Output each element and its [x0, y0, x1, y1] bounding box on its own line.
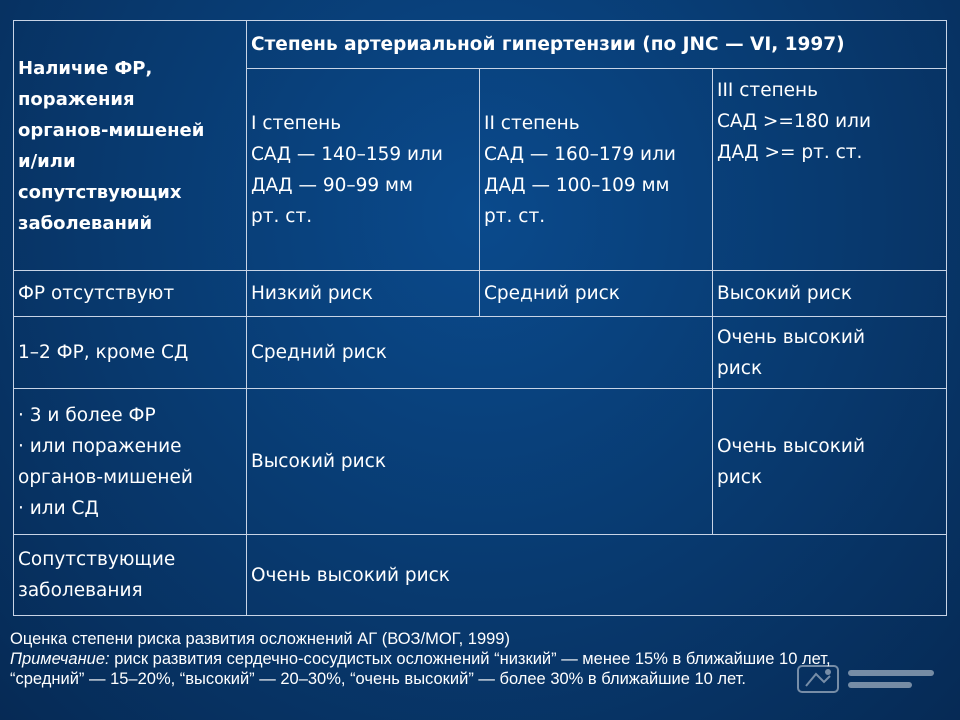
- row-label-comorbidities: Сопутствующие заболевания: [13, 534, 247, 616]
- grade-3-cell: III степень САД >=180 или ДАД >= рт. ст.: [712, 68, 947, 271]
- row-label-1-2-risk-factors: 1–2 ФР, кроме СД: [13, 316, 247, 389]
- risk-cell: Очень высокий риск: [246, 534, 947, 616]
- risk-table: Наличие ФР, поражения органов-мишеней и/…: [13, 20, 947, 616]
- header-hypertension-grade: Степень артериальной гипертензии (по JNC…: [246, 20, 947, 69]
- caption-note: Примечание: риск развития сердечно-сосуд…: [10, 649, 950, 669]
- row-label-3-plus-risk-factors: · 3 и более ФР · или поражение органов-м…: [13, 388, 247, 535]
- note-label: Примечание:: [10, 650, 110, 668]
- grade-2-cell: II степень САД — 160–179 или ДАД — 100–1…: [479, 68, 713, 271]
- risk-cell: Средний риск: [479, 270, 713, 317]
- risk-table-container: Наличие ФР, поражения органов-мишеней и/…: [13, 20, 947, 616]
- caption: Оценка степени риска развития осложнений…: [10, 629, 950, 689]
- risk-cell: Высокий риск: [712, 270, 947, 317]
- risk-cell: Низкий риск: [246, 270, 480, 317]
- row-label-no-risk-factors: ФР отсутствуют: [13, 270, 247, 317]
- risk-cell: Высокий риск: [246, 388, 713, 535]
- risk-cell: Средний риск: [246, 316, 713, 389]
- caption-note-continued: “средний” — 15–20%, “высокий” — 20–30%, …: [10, 670, 746, 688]
- header-risk-factors: Наличие ФР, поражения органов-мишеней и/…: [13, 20, 247, 271]
- watermark-logo-icon: [797, 665, 934, 693]
- caption-title: Оценка степени риска развития осложнений…: [10, 630, 510, 648]
- risk-cell: Очень высокий риск: [712, 316, 947, 389]
- note-text: риск развития сердечно-сосудистых осложн…: [109, 650, 831, 668]
- grade-1-cell: I степень САД — 140–159 или ДАД — 90–99 …: [246, 68, 480, 271]
- risk-cell: Очень высокий риск: [712, 388, 947, 535]
